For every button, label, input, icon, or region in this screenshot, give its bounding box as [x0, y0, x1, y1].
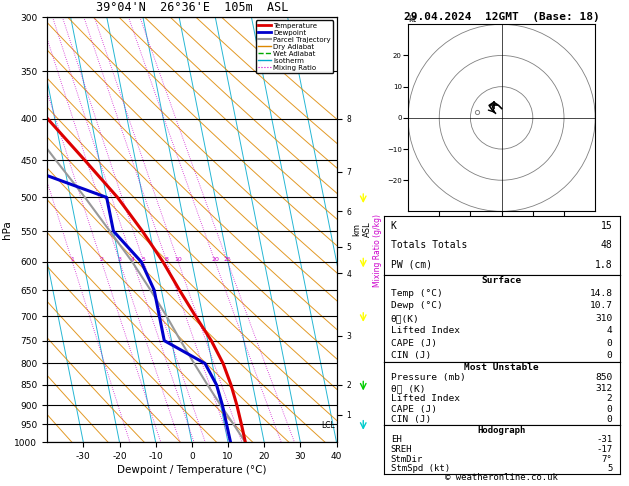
Text: CAPE (J): CAPE (J) — [391, 339, 437, 348]
Text: Pressure (mb): Pressure (mb) — [391, 373, 465, 382]
Text: 2: 2 — [99, 257, 104, 262]
Text: Most Unstable: Most Unstable — [464, 363, 539, 372]
Y-axis label: km
ASL: km ASL — [352, 222, 372, 238]
Text: EH: EH — [391, 435, 401, 444]
Text: SREH: SREH — [391, 445, 412, 454]
Text: 4: 4 — [607, 326, 613, 335]
Text: 0: 0 — [607, 339, 613, 348]
Text: 8: 8 — [165, 257, 169, 262]
Text: CAPE (J): CAPE (J) — [391, 405, 437, 414]
Text: StmSpd (kt): StmSpd (kt) — [391, 465, 450, 473]
X-axis label: Dewpoint / Temperature (°C): Dewpoint / Temperature (°C) — [117, 465, 267, 475]
Text: 5: 5 — [607, 465, 613, 473]
Text: Lifted Index: Lifted Index — [391, 395, 460, 403]
Text: Totals Totals: Totals Totals — [391, 241, 467, 250]
Text: StmDir: StmDir — [391, 455, 423, 464]
Text: 0: 0 — [607, 351, 613, 360]
Text: Lifted Index: Lifted Index — [391, 326, 460, 335]
Text: 3: 3 — [118, 257, 122, 262]
Text: 29.04.2024  12GMT  (Base: 18): 29.04.2024 12GMT (Base: 18) — [404, 12, 599, 22]
Text: 48: 48 — [601, 241, 613, 250]
Text: CIN (J): CIN (J) — [391, 416, 431, 424]
Text: Dewp (°C): Dewp (°C) — [391, 301, 443, 311]
Text: 0: 0 — [607, 416, 613, 424]
Text: 14.8: 14.8 — [589, 289, 613, 298]
Text: LCL: LCL — [321, 421, 335, 430]
Title: 39°04'N  26°36'E  105m  ASL: 39°04'N 26°36'E 105m ASL — [96, 1, 288, 15]
Text: 7°: 7° — [602, 455, 613, 464]
Text: -31: -31 — [596, 435, 613, 444]
Text: 850: 850 — [595, 373, 613, 382]
Text: Surface: Surface — [482, 277, 521, 285]
Text: 1: 1 — [70, 257, 74, 262]
Text: 10.7: 10.7 — [589, 301, 613, 311]
Text: Temp (°C): Temp (°C) — [391, 289, 443, 298]
Text: K: K — [391, 221, 397, 231]
Text: θᴄ(K): θᴄ(K) — [391, 314, 420, 323]
Text: θᴄ (K): θᴄ (K) — [391, 384, 425, 393]
Legend: Temperature, Dewpoint, Parcel Trajectory, Dry Adiabat, Wet Adiabat, Isotherm, Mi: Temperature, Dewpoint, Parcel Trajectory… — [256, 20, 333, 73]
Text: 0: 0 — [607, 405, 613, 414]
Text: © weatheronline.co.uk: © weatheronline.co.uk — [445, 473, 558, 482]
Text: 312: 312 — [595, 384, 613, 393]
Text: 20: 20 — [211, 257, 219, 262]
Text: 4: 4 — [131, 257, 135, 262]
Text: 10: 10 — [174, 257, 182, 262]
Text: PW (cm): PW (cm) — [391, 260, 432, 270]
Text: 15: 15 — [601, 221, 613, 231]
Text: 5: 5 — [142, 257, 146, 262]
Y-axis label: hPa: hPa — [2, 220, 12, 239]
Text: 1.8: 1.8 — [595, 260, 613, 270]
Text: -17: -17 — [596, 445, 613, 454]
Text: CIN (J): CIN (J) — [391, 351, 431, 360]
Text: 25: 25 — [224, 257, 231, 262]
Text: 310: 310 — [595, 314, 613, 323]
Text: 2: 2 — [607, 395, 613, 403]
Text: Hodograph: Hodograph — [477, 426, 526, 434]
Text: Mixing Ratio (g/kg): Mixing Ratio (g/kg) — [373, 214, 382, 287]
Text: kt: kt — [408, 15, 416, 24]
